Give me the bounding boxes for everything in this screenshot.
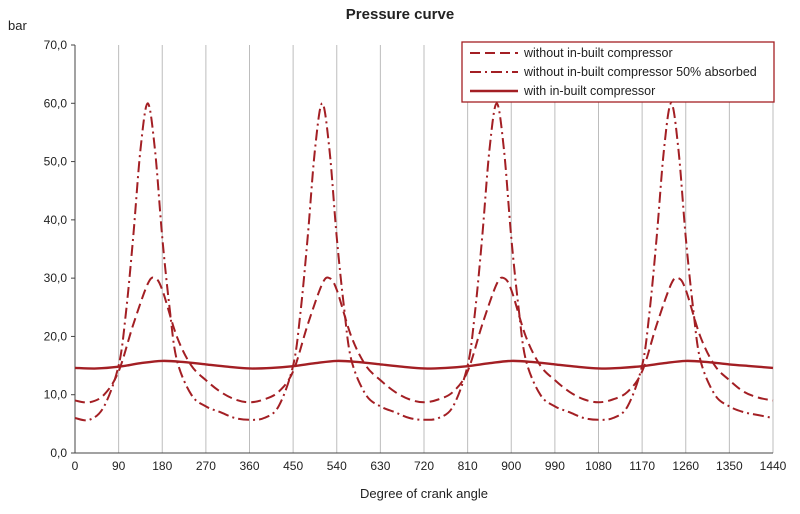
x-tick-label: 450 — [283, 459, 303, 473]
x-tick-label: 1350 — [716, 459, 743, 473]
legend-label-2: without in-built compressor 50% absorbed — [523, 65, 757, 79]
x-tick-label: 540 — [327, 459, 347, 473]
axis-layer: 0 90 180 270 360 450 540 630 720 810 900 990 1080 117… — [44, 38, 787, 473]
x-tick-label: 1440 — [760, 459, 787, 473]
legend: without in-built compressor without in-bu… — [461, 41, 775, 103]
y-tick-label: 60,0 — [44, 96, 68, 110]
x-tick-label: 900 — [501, 459, 521, 473]
y-tick-label: 10,0 — [44, 388, 68, 402]
x-tick-label: 360 — [239, 459, 259, 473]
x-tick-label: 990 — [545, 459, 565, 473]
x-tick-label: 720 — [414, 459, 434, 473]
y-tick-label: 20,0 — [44, 329, 68, 343]
x-tick-label: 810 — [458, 459, 478, 473]
y-tick-label: 70,0 — [44, 38, 68, 52]
grid-layer — [74, 45, 774, 453]
x-tick-label: 90 — [112, 459, 126, 473]
series-line-1 — [74, 276, 774, 404]
legend-label-3: with in-built compressor — [523, 84, 655, 98]
series-line-3 — [74, 359, 774, 370]
y-axis-unit-label: bar — [8, 18, 27, 33]
chart-title: Pressure curve — [345, 6, 455, 23]
x-tick-label: 0 — [72, 459, 79, 473]
series-line-2 — [74, 102, 774, 422]
x-tick-label: 270 — [196, 459, 216, 473]
x-tick-label: 630 — [370, 459, 390, 473]
x-tick-label: 1260 — [672, 459, 699, 473]
legend-label-1: without in-built compressor — [523, 46, 673, 60]
y-tick-label: 50,0 — [44, 155, 68, 169]
x-tick-label: 180 — [152, 459, 172, 473]
x-tick-label: 1170 — [629, 459, 655, 473]
y-tick-label: 30,0 — [44, 271, 68, 285]
y-tick-label: 40,0 — [44, 213, 68, 227]
series-layer — [74, 102, 774, 422]
x-axis-title: Degree of crank angle — [360, 486, 488, 501]
x-tick-label: 1080 — [585, 459, 612, 473]
y-tick-label: 0,0 — [50, 446, 67, 460]
